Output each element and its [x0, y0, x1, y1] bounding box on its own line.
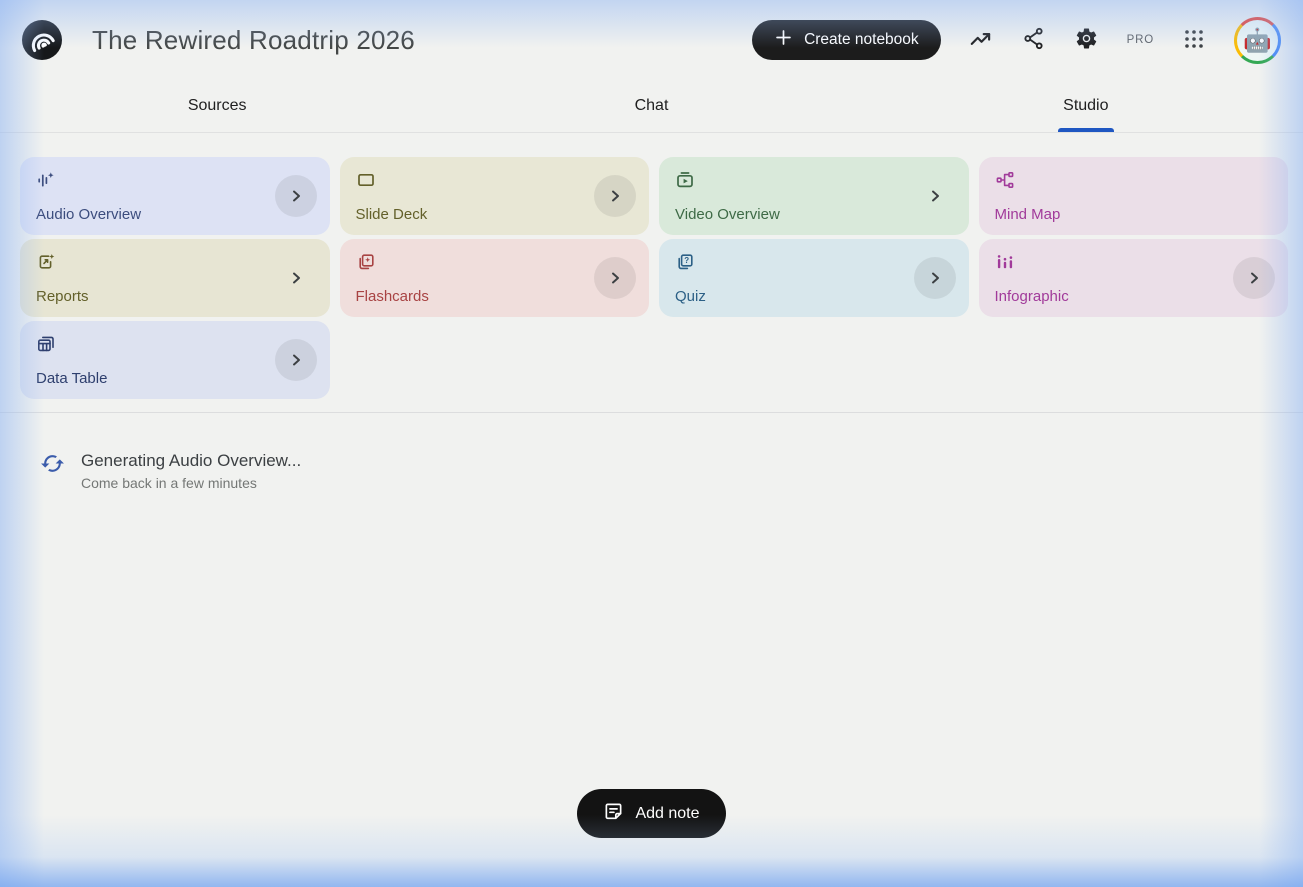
- studio-card-data-table[interactable]: Data Table: [20, 321, 330, 399]
- card-label: Video Overview: [675, 206, 780, 223]
- notebooklm-logo-icon[interactable]: [22, 20, 62, 60]
- pro-badge: PRO: [1126, 34, 1154, 46]
- card-label: Infographic: [994, 288, 1069, 305]
- report-document-icon: [36, 252, 56, 272]
- studio-card-flashcards[interactable]: Flashcards: [339, 239, 649, 317]
- share-icon: [1021, 26, 1046, 54]
- create-notebook-button[interactable]: Create notebook: [752, 20, 941, 60]
- generation-status: Generating Audio Overview... Come back i…: [0, 413, 1303, 491]
- quiz-question-card-icon: ?: [675, 252, 695, 272]
- studio-card-mind-map[interactable]: Mind Map: [978, 157, 1288, 235]
- sync-icon: [40, 451, 65, 481]
- share-button[interactable]: [1021, 27, 1047, 53]
- status-subtitle: Come back in a few minutes: [81, 475, 257, 491]
- add-note-label: Add note: [635, 804, 700, 822]
- open-audio-overview-button[interactable]: [274, 175, 317, 217]
- gear-icon: [1074, 26, 1099, 54]
- settings-button[interactable]: [1074, 27, 1100, 53]
- data-table-icon: [36, 334, 56, 354]
- tab-chat[interactable]: Chat: [434, 80, 868, 132]
- user-avatar[interactable]: 🤖: [1234, 16, 1281, 64]
- apps-grid-icon: [1182, 27, 1206, 54]
- card-label: Quiz: [675, 288, 706, 305]
- studio-card-audio-overview[interactable]: Audio Overview: [20, 157, 330, 235]
- card-label: Audio Overview: [36, 206, 142, 223]
- open-video-overview-button[interactable]: [914, 175, 956, 217]
- studio-card-infographic[interactable]: Infographic: [978, 239, 1288, 317]
- status-title: Generating Audio Overview...: [81, 451, 302, 470]
- card-label: Mind Map: [994, 206, 1061, 223]
- flashcards-star-icon: [356, 252, 376, 272]
- studio-card-quiz[interactable]: ? Quiz: [659, 239, 969, 317]
- add-note-button[interactable]: Add note: [577, 789, 726, 838]
- card-label: Reports: [36, 288, 89, 305]
- tab-sources[interactable]: Sources: [0, 80, 434, 132]
- trending-up-icon: [968, 26, 994, 55]
- svg-text:?: ?: [684, 256, 689, 265]
- open-slide-deck-button[interactable]: [594, 175, 636, 217]
- studio-footer: Add note: [0, 789, 1303, 887]
- open-quiz-button[interactable]: [913, 257, 956, 299]
- studio-panel: Audio Overview Slide Deck Video Overview: [0, 133, 1303, 413]
- video-play-icon: [675, 170, 695, 190]
- top-bar: The Rewired Roadtrip 2026 Create noteboo…: [0, 0, 1303, 80]
- open-flashcards-button[interactable]: [594, 257, 636, 299]
- main-tabs: Sources Chat Studio: [0, 80, 1303, 133]
- card-label: Slide Deck: [355, 206, 428, 223]
- open-data-table-button[interactable]: [274, 339, 317, 381]
- card-label: Data Table: [36, 370, 108, 387]
- header-actions: Create notebook: [752, 16, 1281, 64]
- slide-deck-icon: [356, 170, 376, 190]
- analytics-button[interactable]: [968, 27, 994, 53]
- audio-waveform-sparkle-icon: [36, 170, 56, 190]
- bar-chart-icon: [995, 252, 1015, 272]
- open-reports-button[interactable]: [275, 257, 317, 299]
- studio-card-video-overview[interactable]: Video Overview: [659, 157, 969, 235]
- card-label: Flashcards: [355, 288, 429, 305]
- tab-sources-label: Sources: [187, 97, 247, 114]
- robot-avatar-image: 🤖: [1237, 19, 1278, 61]
- plus-icon: [774, 28, 793, 52]
- create-notebook-label: Create notebook: [804, 31, 919, 48]
- active-tab-underline: [1057, 128, 1114, 132]
- tab-studio-label: Studio: [1063, 97, 1109, 114]
- note-icon: [603, 801, 624, 827]
- tab-studio[interactable]: Studio: [869, 80, 1303, 132]
- studio-card-reports[interactable]: Reports: [20, 239, 330, 317]
- apps-button[interactable]: [1181, 27, 1207, 53]
- studio-card-slide-deck[interactable]: Slide Deck: [339, 157, 649, 235]
- tab-chat-label: Chat: [634, 97, 669, 114]
- open-infographic-button[interactable]: [1233, 257, 1275, 299]
- mind-map-nodes-icon: [995, 170, 1015, 190]
- notebook-title[interactable]: The Rewired Roadtrip 2026: [92, 24, 415, 55]
